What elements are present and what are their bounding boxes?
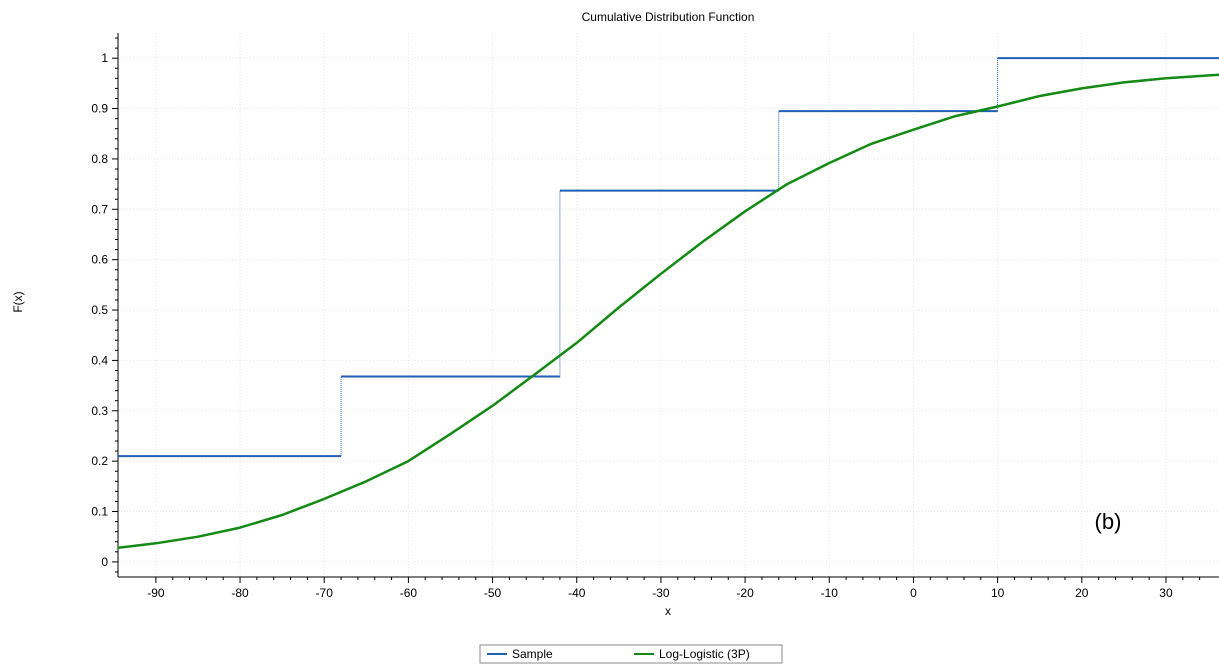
y-tick-label: 1 [101, 51, 108, 65]
x-tick-label: 30 [1159, 586, 1173, 600]
chart-title: Cumulative Distribution Function [582, 10, 755, 24]
axis-layer: -90 -80 -70 -60 -50 -40 -30 -20 -10 0 10 20 30 0 0.1 0.… [91, 33, 1219, 600]
legend: Sample Log-Logistic (3P) [479, 644, 783, 664]
x-tick-label: -20 [736, 586, 754, 600]
log-logistic-curve [117, 73, 1219, 550]
series-layer [117, 57, 1219, 550]
x-tick-label: -40 [568, 586, 586, 600]
annotation-label: (b) [1095, 509, 1122, 534]
y-tick-label: 0.7 [91, 202, 108, 216]
x-tick-label: -90 [147, 586, 165, 600]
y-axis-label: F(x) [11, 291, 25, 312]
legend-label-sample: Sample [512, 647, 553, 661]
y-tick-label: 0.3 [91, 404, 108, 418]
y-tick-label: 0.9 [91, 102, 108, 116]
legend-label-log-logistic: Log-Logistic (3P) [659, 647, 750, 661]
legend-box [479, 644, 783, 664]
y-tick-label: 0.5 [91, 303, 108, 317]
y-tick-label: 0.8 [91, 152, 108, 166]
x-axis-label: x [665, 604, 671, 618]
x-tick-label: -10 [821, 586, 839, 600]
y-tick-label: 0.2 [91, 454, 108, 468]
y-tick-label: 0 [101, 555, 108, 569]
x-tick-label: 10 [991, 586, 1005, 600]
y-tick-label: 0.6 [91, 253, 108, 267]
x-tick-label: -30 [652, 586, 670, 600]
x-tick-label: -80 [231, 586, 249, 600]
x-tick-label: -60 [400, 586, 418, 600]
x-tick-label: -50 [484, 586, 502, 600]
y-tick-label: 0.4 [91, 353, 108, 367]
x-tick-label: 0 [910, 586, 917, 600]
x-tick-label: -70 [316, 586, 334, 600]
grid-layer [118, 33, 1219, 577]
x-tick-label: 20 [1075, 586, 1089, 600]
y-tick-label: 0.1 [91, 505, 108, 519]
